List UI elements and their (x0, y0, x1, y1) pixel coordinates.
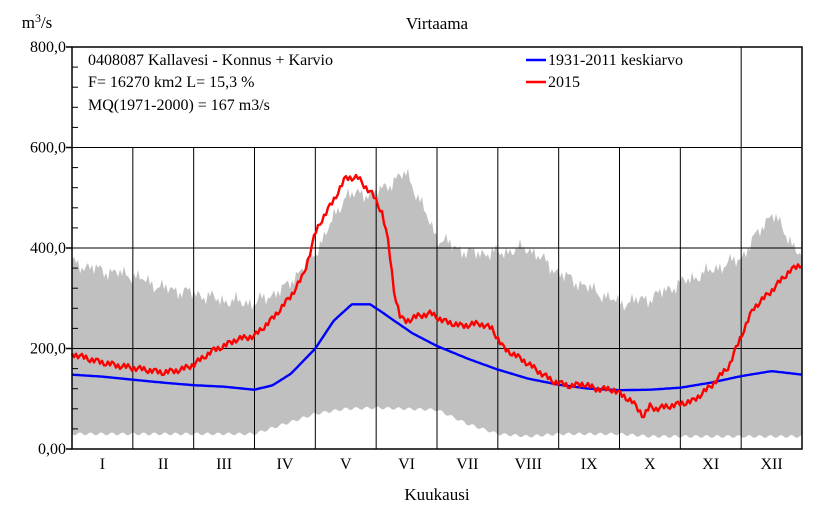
y-axis-unit-rest: /s (41, 13, 52, 32)
info-panel: 0408087 Kallavesi - Konnus + Karvio F= 1… (88, 52, 333, 114)
series-lines (70, 173, 803, 419)
x-tick-label-4: IV (276, 456, 293, 473)
x-tick-label-12: XII (760, 456, 782, 473)
x-tick-label-5: V (340, 456, 352, 473)
y-axis-unit-exp: 3 (35, 11, 41, 25)
y-tick-label-4: 800,0 (30, 39, 66, 56)
info-line-1: 0408087 Kallavesi - Konnus + Karvio (88, 52, 333, 69)
chart-title: Virtaama (406, 14, 469, 33)
x-tick-label-11: XI (702, 456, 719, 473)
x-tick-label-9: IX (581, 456, 598, 473)
y-axis-unit-main: m (22, 13, 35, 32)
series-line-2015 (70, 173, 803, 419)
x-tick-label-8: VIII (514, 456, 542, 473)
info-line-3: MQ(1971-2000) = 167 m3/s (88, 97, 270, 114)
x-tick-label-2: II (158, 456, 169, 473)
y-tick-label-3: 600,0 (30, 140, 66, 157)
grid (72, 47, 802, 449)
y-tick-label-0: 0,00 (38, 441, 66, 458)
y-axis-label: m3/s (22, 11, 53, 32)
y-tick-label-1: 200,0 (30, 341, 66, 358)
x-axis-label: Kuukausi (404, 485, 469, 504)
legend: 1931-2011 keskiarvo 2015 (526, 52, 683, 91)
y-tick-label-2: 400,0 (30, 240, 66, 257)
legend-label-2015: 2015 (548, 74, 580, 91)
x-tick-label-10: X (644, 456, 656, 473)
x-tick-label-1: I (100, 456, 105, 473)
x-tick-label-3: III (216, 456, 232, 473)
x-tick-label-6: VI (398, 456, 415, 473)
info-line-2: F= 16270 km2 L= 15,3 % (88, 74, 255, 91)
legend-label-average: 1931-2011 keskiarvo (548, 52, 683, 69)
series-line-average (71, 303, 803, 392)
x-tick-label-7: VII (456, 456, 478, 473)
